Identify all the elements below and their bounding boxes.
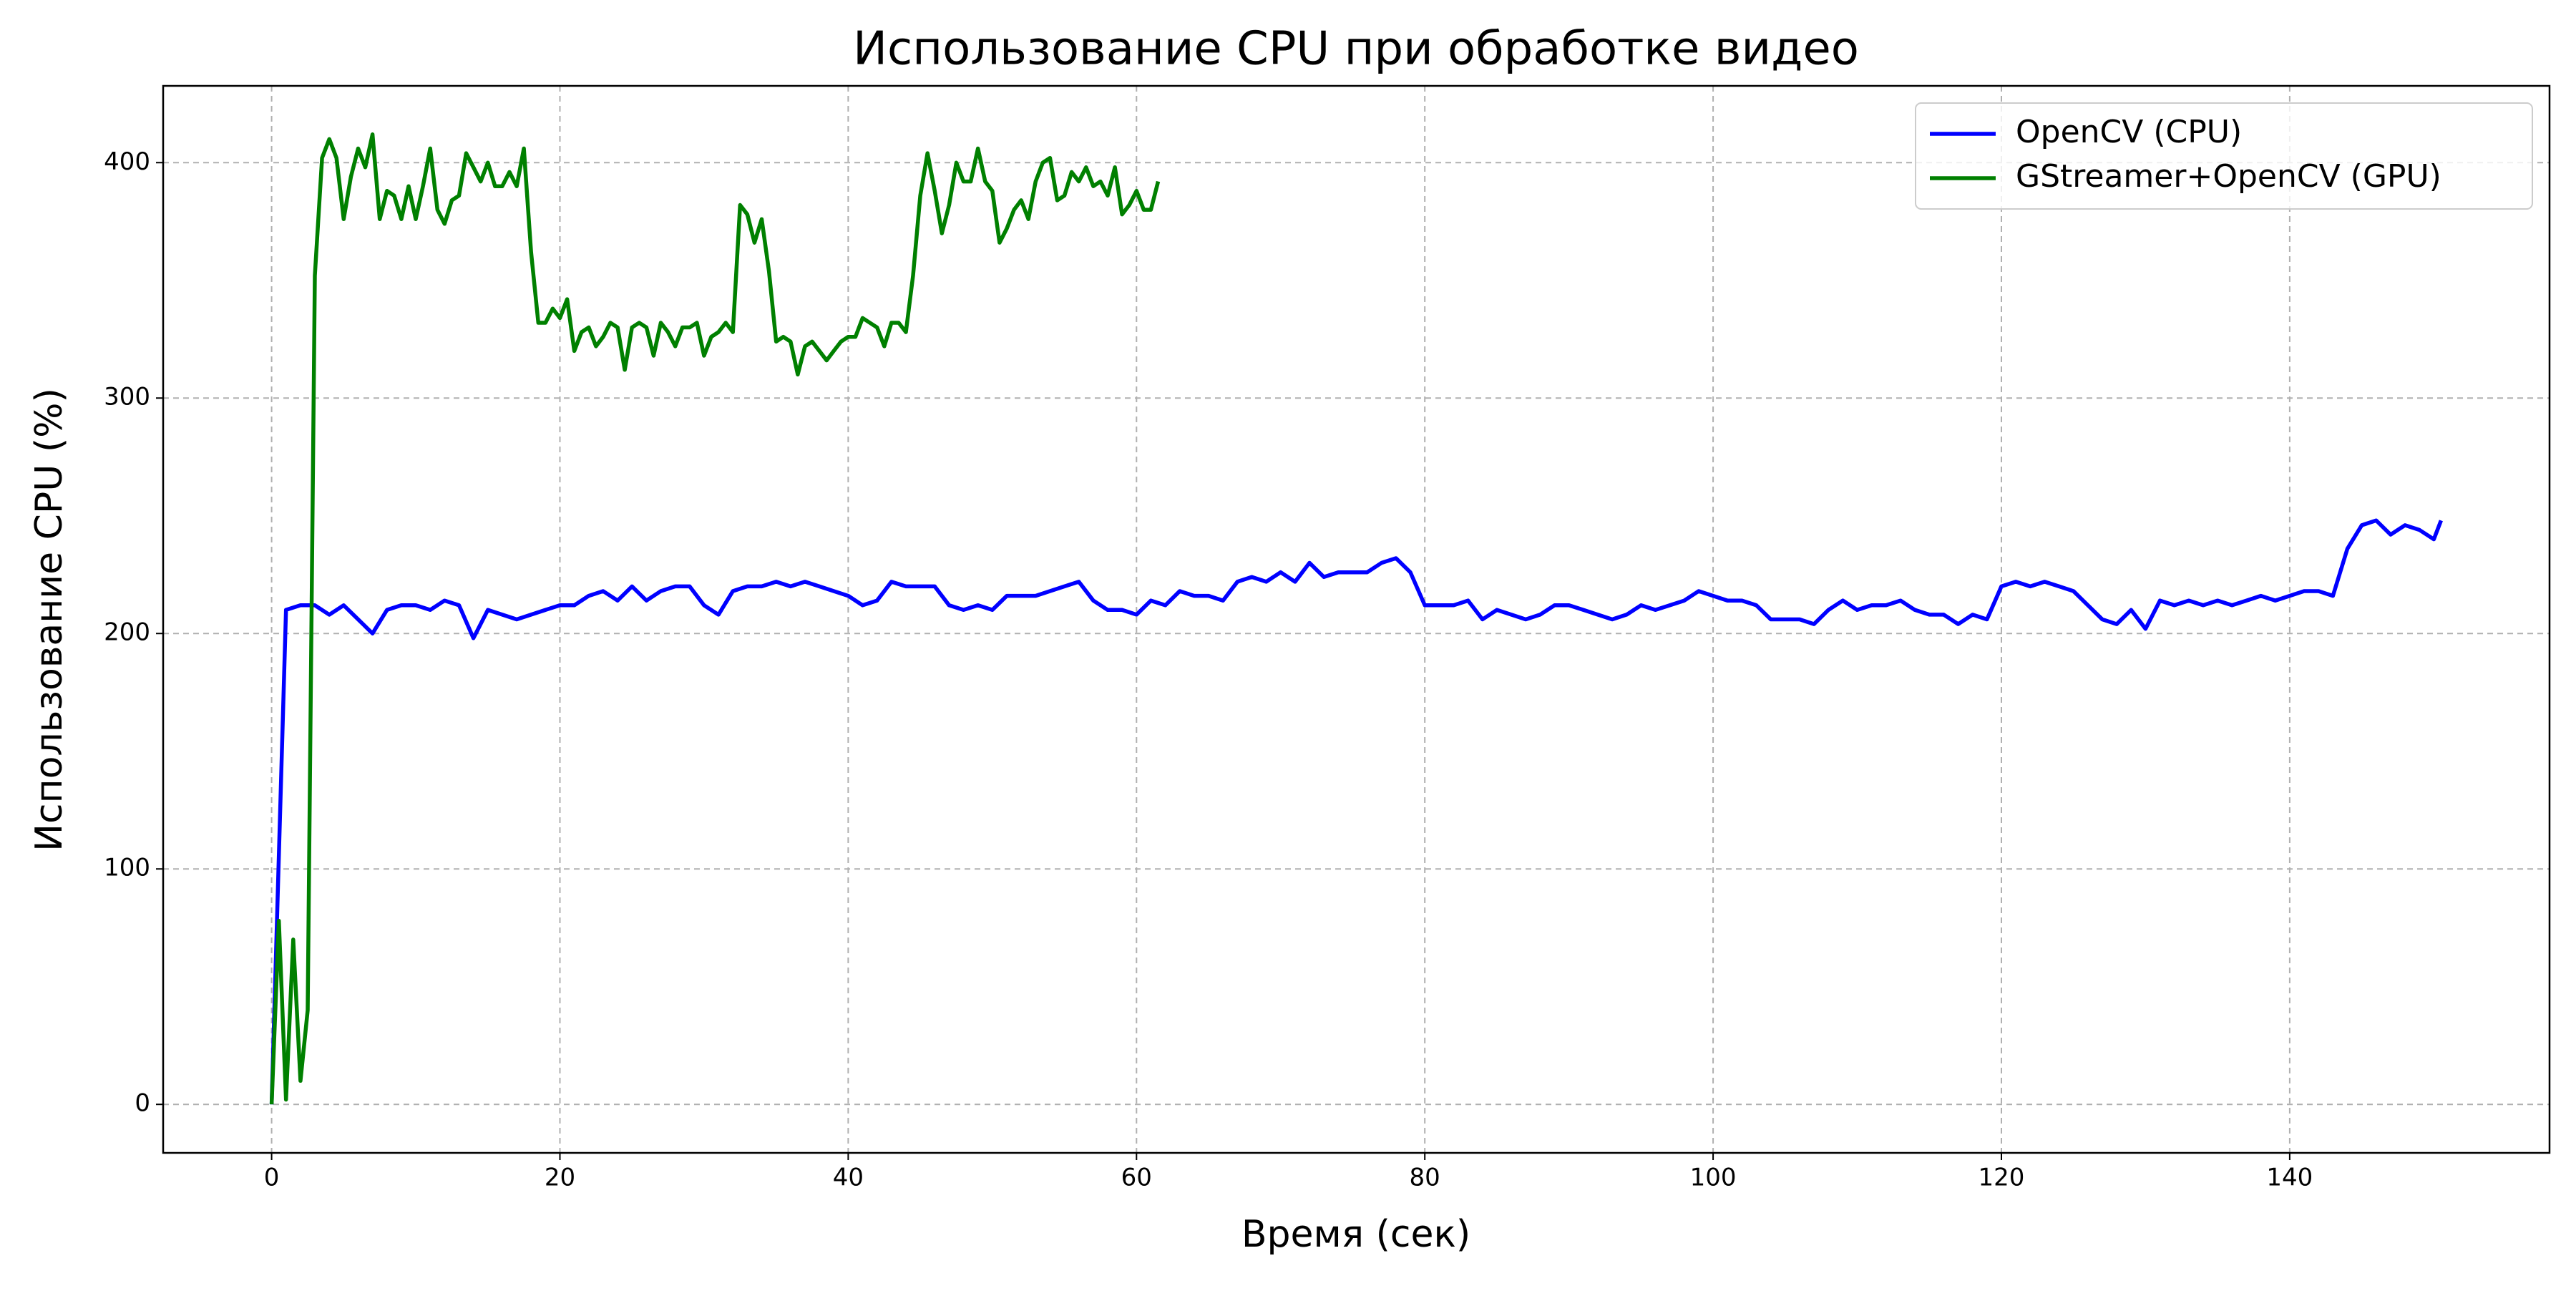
y-axis-label: Использование CPU (%) [28,388,71,852]
series-line [269,132,1161,1105]
x-tick-label: 40 [833,1164,864,1192]
series-line [269,518,2443,1105]
x-tick-label: 140 [2266,1164,2313,1192]
x-axis-label: Время (сек) [1241,1213,1470,1256]
x-tick-label: 120 [1979,1164,2025,1192]
x-tick-label: 100 [1690,1164,1737,1192]
x-tick-label: 0 [264,1164,280,1192]
legend-label: GStreamer+OpenCV (GPU) [2016,158,2441,195]
x-tick-label: 60 [1121,1164,1152,1192]
legend: OpenCV (CPU) GStreamer+OpenCV (GPU) [1915,102,2533,210]
y-tick-label: 200 [104,618,150,647]
x-tick-label: 20 [545,1164,575,1192]
lines [269,132,2443,1105]
x-tick-label: 80 [1410,1164,1440,1192]
plot-frame [162,84,2551,1154]
y-tick-label: 300 [104,383,150,411]
y-tick-label: 400 [104,147,150,176]
legend-box [1915,102,2533,210]
chart-title: Использование CPU при обработке видео [853,23,1859,76]
ticks: 0 20 40 60 80 100 120 140 0 100 200 300 400 [104,147,2313,1192]
y-tick-label: 0 [135,1089,150,1118]
y-tick-label: 100 [104,854,150,882]
legend-label: OpenCV (CPU) [2016,114,2242,150]
